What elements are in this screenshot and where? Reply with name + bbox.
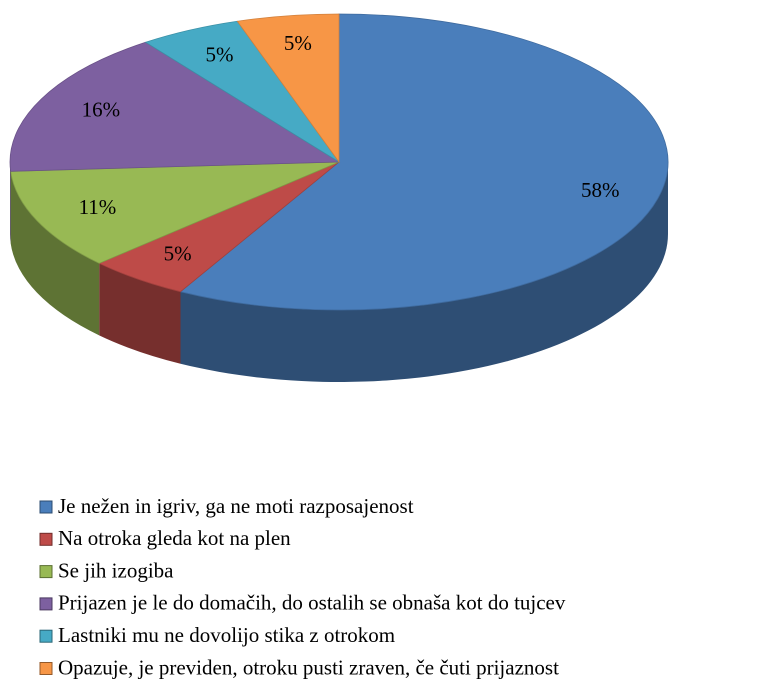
legend-swatch xyxy=(39,629,53,643)
slice xyxy=(9,41,341,172)
slice-side xyxy=(99,263,181,364)
legend-swatch xyxy=(39,565,53,579)
data-label: 11% xyxy=(79,195,117,219)
pie: 58% 5% 11% 16% 5% 5% xyxy=(9,13,669,383)
data-label: 58% xyxy=(581,178,620,202)
legend-swatch xyxy=(39,662,53,675)
legend-label: Se jih izogiba xyxy=(58,558,174,582)
legend-label: Prijazen je le do domačih, do ostalih se… xyxy=(58,591,566,615)
slice-side xyxy=(10,162,11,244)
legend: Je nežen in igriv, ga ne moti razposajen… xyxy=(39,494,566,679)
slice xyxy=(236,13,340,164)
legend-label: Na otroka gleda kot na plen xyxy=(58,526,291,550)
slice xyxy=(179,13,669,311)
slice-side xyxy=(180,162,668,383)
data-label: 5% xyxy=(284,31,312,55)
legend-label: Opazuje, je previden, otroku pusti zrave… xyxy=(58,655,559,679)
data-label: 16% xyxy=(82,97,121,121)
data-label: 5% xyxy=(164,241,192,265)
legend-swatch xyxy=(39,532,53,546)
data-label: 5% xyxy=(206,42,234,66)
slice xyxy=(10,161,340,264)
legend-swatch xyxy=(39,597,53,611)
slice-side xyxy=(10,171,100,336)
legend-swatch xyxy=(39,500,53,514)
legend-label: Je nežen in igriv, ga ne moti razposajen… xyxy=(58,494,414,518)
legend-label: Lastniki mu ne dovolijo stika z otrokom xyxy=(58,623,395,647)
